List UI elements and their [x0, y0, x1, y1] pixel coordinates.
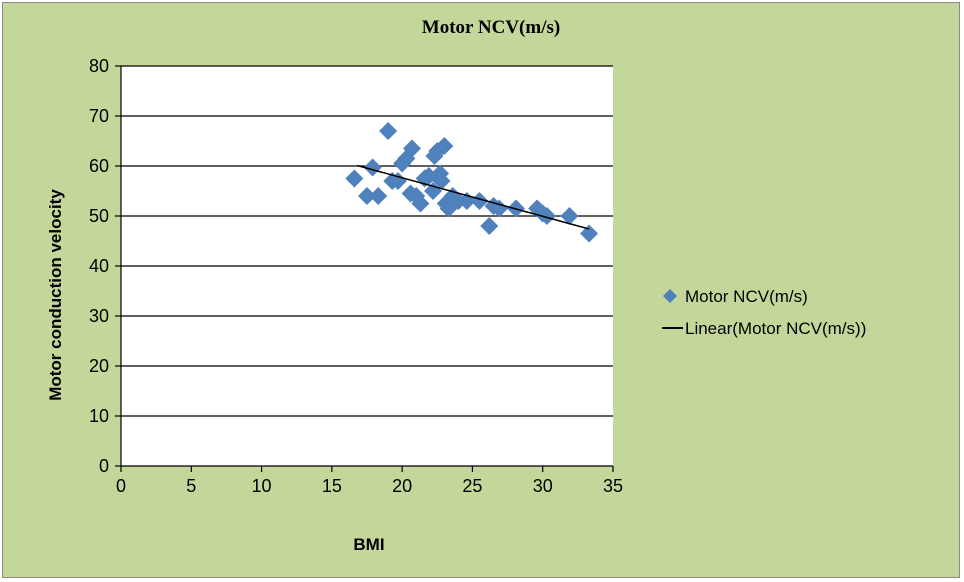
chart-title: Motor NCV(m/s) [422, 17, 560, 38]
y-tick-label-80: 80 [89, 56, 109, 76]
y-tick-label-60: 60 [89, 156, 109, 176]
data-point-12 [411, 194, 430, 213]
data-point-27 [480, 217, 499, 235]
data-point-9 [402, 139, 421, 158]
data-point-2 [363, 158, 382, 177]
data-point-3 [369, 187, 388, 205]
data-point-1 [358, 187, 376, 205]
x-tick-label-15: 15 [322, 476, 342, 496]
chart-svg: Motor NCV(m/s) 0 10 20 30 40 50 60 70 80 0 5 10 15 2… [3, 3, 959, 577]
axes [115, 65, 614, 472]
y-tick-label-70: 70 [89, 106, 109, 126]
y-tick-label-10: 10 [89, 406, 109, 426]
y-tick-label-40: 40 [89, 256, 109, 276]
x-tick-labels: 0 5 10 15 20 25 30 35 [116, 476, 623, 496]
x-tick-label-35: 35 [603, 476, 623, 496]
data-point-35 [580, 224, 599, 243]
data-point-19 [432, 172, 451, 190]
data-point-26 [470, 192, 489, 210]
x-tick-label-30: 30 [533, 476, 553, 496]
gridlines [121, 65, 613, 417]
y-tick-labels: 0 10 20 30 40 50 60 70 80 [89, 56, 109, 476]
y-axis-title: Motor conduction velocity [46, 189, 65, 401]
data-point-6 [388, 172, 407, 190]
data-point-4 [379, 122, 398, 140]
x-tick-label-5: 5 [186, 476, 196, 496]
y-tick-label-50: 50 [89, 206, 109, 226]
y-tick-label-0: 0 [99, 456, 109, 476]
data-point-34 [560, 207, 579, 225]
x-tick-label-20: 20 [392, 476, 412, 496]
x-tick-label-25: 25 [462, 476, 482, 496]
data-points [345, 122, 599, 243]
y-tick-label-20: 20 [89, 356, 109, 376]
data-point-29 [490, 199, 509, 218]
legend-marker-diamond [663, 289, 677, 303]
legend: Motor NCV(m/s) Linear(Motor NCV(m/s)) [662, 287, 866, 338]
legend-label-trendline: Linear(Motor NCV(m/s)) [685, 319, 866, 338]
data-point-20 [435, 137, 454, 155]
x-axis-title: BMI [353, 535, 384, 554]
x-tick-label-10: 10 [252, 476, 272, 496]
data-point-15 [424, 182, 443, 200]
trendline-group [356, 164, 590, 230]
data-point-0 [345, 169, 364, 188]
x-tick-label-0: 0 [116, 476, 126, 496]
data-point-33 [537, 207, 556, 225]
legend-label-series: Motor NCV(m/s) [685, 287, 808, 306]
y-tick-label-30: 30 [89, 306, 109, 326]
trendline [356, 164, 590, 230]
